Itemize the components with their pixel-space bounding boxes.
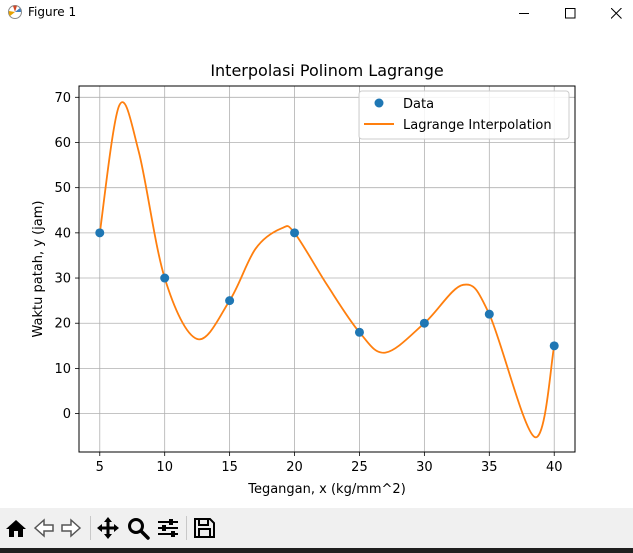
- move-icon: [97, 517, 119, 539]
- window-bottom-border: [0, 548, 633, 553]
- y-tick-label: 0: [63, 407, 71, 422]
- data-point: [290, 228, 300, 238]
- home-icon: [6, 520, 26, 537]
- y-tick-label: 30: [54, 272, 71, 287]
- close-icon: [611, 8, 622, 19]
- arrow-left-icon: [33, 518, 54, 538]
- y-tick-label: 10: [54, 362, 71, 377]
- navigation-toolbar: [0, 508, 633, 548]
- x-tick-label: 40: [546, 460, 563, 475]
- close-button[interactable]: [593, 0, 633, 26]
- forward-button[interactable]: [57, 514, 85, 542]
- x-tick-label: 25: [351, 460, 368, 475]
- toolbar-separator: [90, 516, 91, 540]
- window-titlebar: Figure 1: [0, 0, 633, 26]
- pan-button[interactable]: [94, 514, 122, 542]
- y-tick-label: 40: [54, 226, 71, 241]
- x-axis-label: Tegangan, x (kg/mm^2): [247, 482, 406, 497]
- data-point: [354, 327, 364, 337]
- minimize-button[interactable]: [501, 0, 547, 26]
- y-tick-label: 50: [54, 181, 71, 196]
- legend-label-lagrange: Lagrange Interpolation: [403, 118, 552, 133]
- y-axis: 0 10 20 30 40 50 60 70: [54, 91, 79, 422]
- maximize-icon: [565, 8, 576, 19]
- minimize-icon: [519, 13, 529, 14]
- toolbar-separator: [186, 516, 187, 540]
- x-tick-label: 10: [156, 460, 173, 475]
- data-point: [484, 309, 494, 319]
- legend-marker-data: [374, 98, 384, 108]
- x-tick-label: 15: [221, 460, 238, 475]
- x-tick-label: 35: [481, 460, 498, 475]
- back-button[interactable]: [30, 514, 58, 542]
- legend-label-data: Data: [403, 97, 434, 112]
- data-point: [419, 318, 429, 328]
- y-axis-label: Waktu patah, y (jam): [31, 201, 46, 338]
- y-tick-label: 60: [54, 136, 71, 151]
- y-tick-label: 70: [54, 91, 71, 106]
- data-point: [95, 228, 105, 238]
- window-title: Figure 1: [28, 5, 77, 19]
- legend: Data Lagrange Interpolation: [358, 90, 570, 140]
- arrow-right-icon: [61, 518, 82, 538]
- x-tick-label: 5: [96, 460, 104, 475]
- grid: [79, 86, 575, 452]
- save-icon: [194, 518, 215, 538]
- sliders-icon: [158, 519, 178, 537]
- chart-title: Interpolasi Polinom Lagrange: [210, 61, 443, 80]
- data-point: [549, 341, 559, 351]
- plot-frame: [78, 85, 576, 453]
- configure-subplots-button[interactable]: [154, 514, 182, 542]
- data-series: [95, 228, 559, 351]
- zoom-button[interactable]: [124, 514, 152, 542]
- legend-frame: [358, 90, 570, 140]
- x-axis: 5 10 15 20 25 30 35 40: [96, 452, 563, 475]
- lagrange-line: [98, 101, 556, 439]
- lagrange-series: [98, 101, 556, 439]
- matplotlib-logo-icon: [8, 5, 22, 19]
- maximize-button[interactable]: [547, 0, 593, 26]
- data-point: [225, 296, 235, 306]
- y-tick-label: 20: [54, 317, 71, 332]
- zoom-icon: [128, 518, 150, 540]
- x-tick-label: 20: [286, 460, 303, 475]
- save-button[interactable]: [190, 514, 218, 542]
- home-button[interactable]: [2, 514, 30, 542]
- x-tick-label: 30: [416, 460, 433, 475]
- data-point: [160, 273, 170, 283]
- figure-canvas[interactable]: Interpolasi Polinom Lagrange 5 10 15 20 25 30…: [0, 26, 633, 508]
